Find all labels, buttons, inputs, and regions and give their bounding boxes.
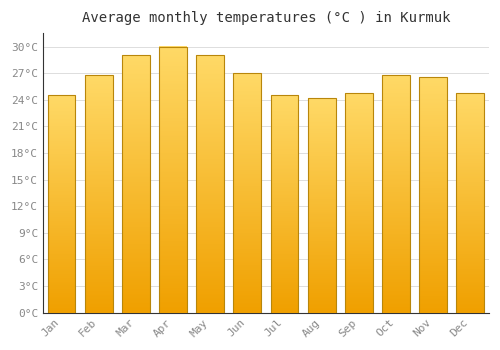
Bar xyxy=(159,47,187,313)
Bar xyxy=(382,75,410,313)
Bar xyxy=(345,93,373,313)
Bar xyxy=(456,93,484,313)
Bar xyxy=(196,55,224,313)
Bar xyxy=(234,73,262,313)
Bar xyxy=(48,95,76,313)
Bar xyxy=(85,75,112,313)
Bar xyxy=(419,77,447,313)
Title: Average monthly temperatures (°C ) in Kurmuk: Average monthly temperatures (°C ) in Ku… xyxy=(82,11,450,25)
Bar xyxy=(308,98,336,313)
Bar xyxy=(270,95,298,313)
Bar xyxy=(122,55,150,313)
